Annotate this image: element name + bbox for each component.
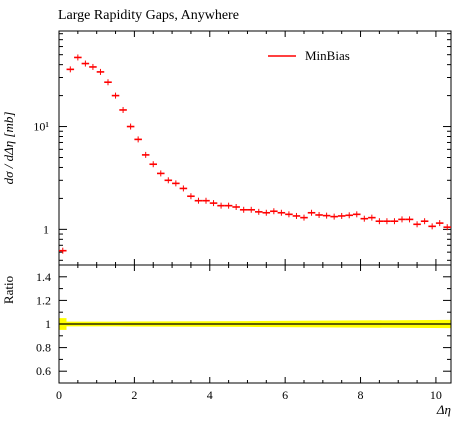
ratio-y-tick-label: 0.8 <box>36 341 51 355</box>
x-axis-label: Δη <box>436 402 451 417</box>
main-y-axis-label: dσ / dΔη [mb] <box>1 112 16 185</box>
legend-label-minbias: MinBias <box>305 48 350 63</box>
main-data-points <box>59 54 451 254</box>
x-tick-label: 10 <box>430 388 442 402</box>
x-tick-label: 0 <box>56 388 62 402</box>
ratio-y-axis-label-group: Ratio <box>1 276 16 304</box>
ratio-y-tick-label: 1.4 <box>36 270 51 284</box>
ratio-y-axis-label: Ratio <box>1 276 16 304</box>
x-tick-label: 8 <box>358 388 364 402</box>
x-tick-label: 2 <box>131 388 137 402</box>
main-y-axis-label-group: dσ / dΔη [mb] <box>1 112 16 185</box>
ratio-tick-group: 0.6 0.8 1 1.2 1.4 <box>36 264 451 384</box>
ratio-y-tick-label: 0.6 <box>36 364 51 378</box>
legend: MinBias <box>268 48 350 63</box>
main-y-tick-label: 10¹ <box>33 120 49 134</box>
main-tick-group: 1 10¹ <box>33 33 451 261</box>
ratio-y-tick-label: 1.2 <box>36 293 51 307</box>
chart-title: Large Rapidity Gaps, Anywhere <box>58 8 239 23</box>
x-tick-label: 4 <box>207 388 213 402</box>
x-tick-label: 6 <box>282 388 288 402</box>
chart-title-group: Large Rapidity Gaps, Anywhere <box>58 8 239 23</box>
ratio-panel: 0.6 0.8 1 1.2 1.4 Ratio <box>1 264 452 384</box>
ratio-y-tick-label: 1 <box>45 317 51 331</box>
main-panel: 1 10¹ dσ / dΔη [mb] MinBias <box>1 30 452 266</box>
main-panel-frame <box>58 30 452 266</box>
main-y-tick-label: 1 <box>43 222 49 236</box>
x-axis: 0 2 4 6 8 10 <box>56 31 442 402</box>
